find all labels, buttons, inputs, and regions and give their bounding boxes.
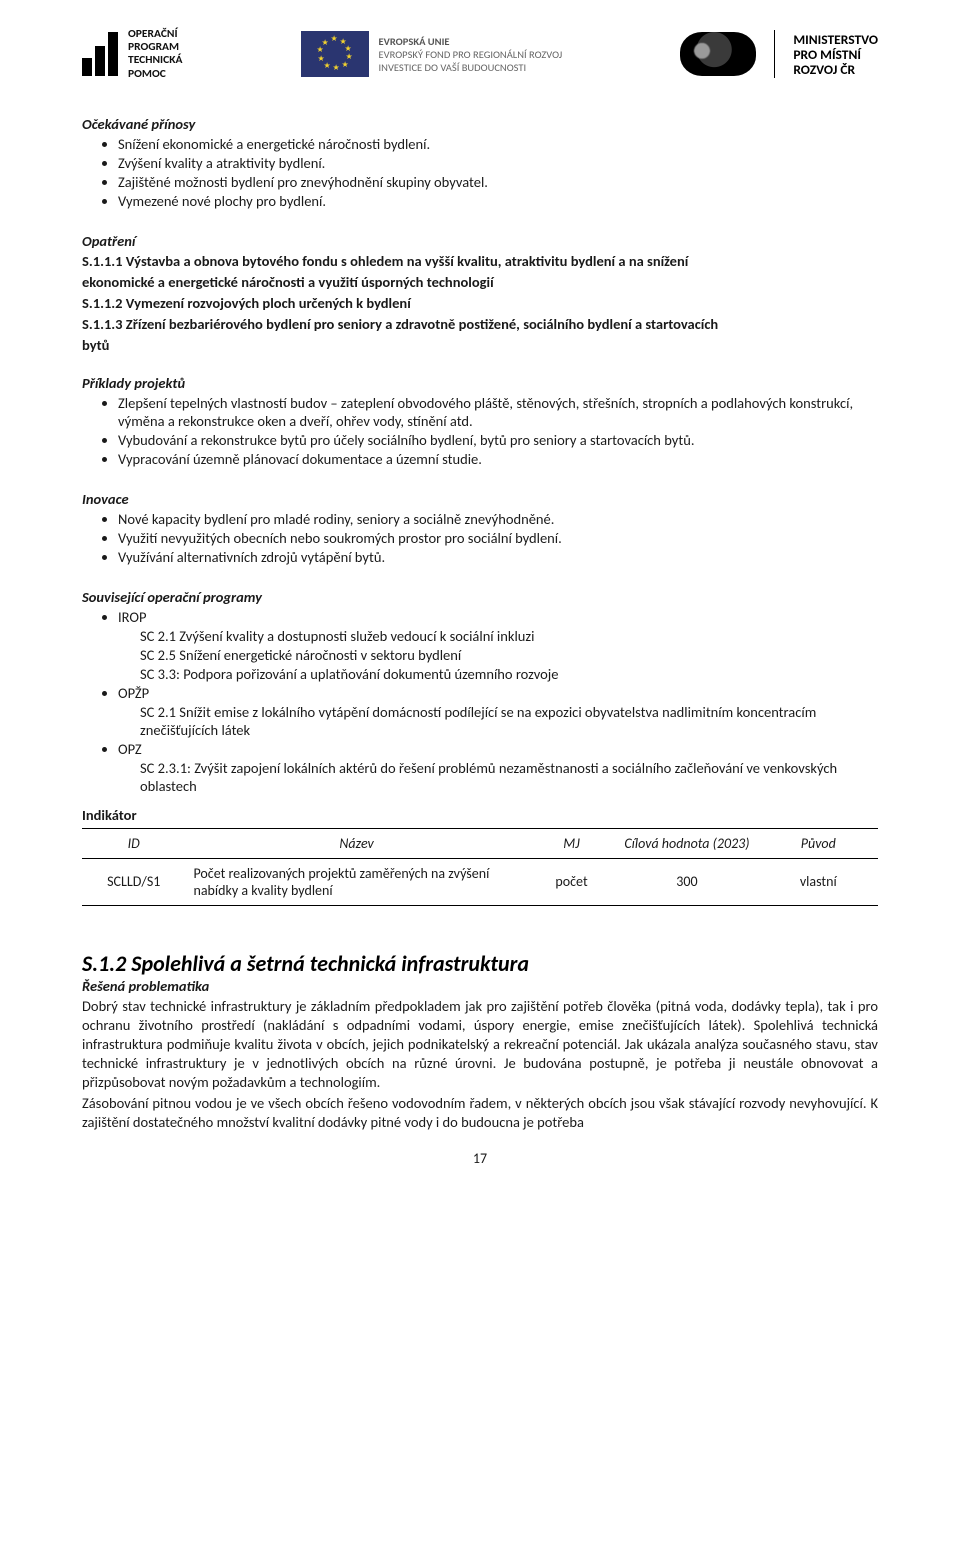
logo-eu: ★ ★ ★ ★ ★ ★ ★ ★ ★ ★ EVROPSKÁ UNIE EVROPS… [301,31,563,77]
measure-111-cont: ekonomické a energetické náročnosti a vy… [82,273,878,292]
prog-name: OPZ [118,740,142,758]
list-item: Zlepšení tepelných vlastností budov – za… [118,394,878,430]
table-row: SCLLD/S1 Počet realizovaných projektů za… [82,858,878,905]
prog-line: SC 2.1 Zvýšení kvality a dostupnosti slu… [140,627,878,645]
optp-l4: POMOC [128,68,182,81]
prog-line: SC 2.3.1: Zvýšit zapojení lokálních akté… [140,759,878,795]
prog-opz: OPZ SC 2.3.1: Zvýšit zapojení lokálních … [118,740,878,795]
prog-line: SC 3.3: Podpora pořizování a uplatňování… [140,665,878,683]
list-programy: IROP SC 2.1 Zvýšení kvality a dostupnost… [82,608,878,795]
cell-ch: 300 [615,858,758,905]
measure-111: S.1.1.1 Výstavba a obnova bytového fondu… [82,252,878,271]
list-item: Nové kapacity bydlení pro mladé rodiny, … [118,510,878,528]
measure-113-cont: bytů [82,336,878,355]
prog-lines: SC 2.1 Snížit emise z lokálního vytápění… [118,703,878,739]
para-problematika-1: Dobrý stav technické infrastruktury je z… [82,997,878,1093]
col-puvod: Původ [759,828,878,858]
heading-problematika: Řešená problematika [82,977,878,995]
logo-mmr: MINISTERSTVO PRO MÍSTNÍ ROZVOJ ČR [680,30,878,78]
header-strip: OPERAČNÍ PROGRAM TECHNICKÁ POMOC ★ ★ ★ ★… [82,28,878,81]
logo-optp: OPERAČNÍ PROGRAM TECHNICKÁ POMOC [82,28,182,81]
measure-113: S.1.1.3 Zřízení bezbariérového bydlení p… [82,315,878,334]
heading-priklady: Příklady projektů [82,374,878,392]
prog-name: OPŽP [118,684,149,702]
page: OPERAČNÍ PROGRAM TECHNICKÁ POMOC ★ ★ ★ ★… [0,0,960,1187]
list-priklady: Zlepšení tepelných vlastností budov – za… [82,394,878,468]
col-mj: MJ [528,828,616,858]
optp-l3: TECHNICKÁ [128,54,182,67]
list-item: Snížení ekonomické a energetické náročno… [118,135,878,153]
list-item: Zvýšení kvality a atraktivity bydlení. [118,154,878,172]
heading-inovace: Inovace [82,490,878,508]
prog-opzp: OPŽP SC 2.1 Snížit emise z lokálního vyt… [118,684,878,739]
optp-bars-icon [82,32,118,76]
mmr-l3: ROZVOJ ČR [793,62,878,77]
optp-text: OPERAČNÍ PROGRAM TECHNICKÁ POMOC [128,28,182,81]
h2-s12: S.1.2 Spolehlivá a šetrná technická infr… [82,950,878,977]
cell-id: SCLLD/S1 [82,858,185,905]
para-problematika-2: Zásobování pitnou vodou je ve všech obcí… [82,1094,878,1132]
list-item: Využívání alternativních zdrojů vytápění… [118,548,878,566]
prog-lines: SC 2.3.1: Zvýšit zapojení lokálních akté… [118,759,878,795]
heading-indikator: Indikátor [82,806,878,824]
prog-line: SC 2.1 Snížit emise z lokálního vytápění… [140,703,878,739]
table-row: ID Název MJ Cílová hodnota (2023) Původ [82,828,878,858]
list-item: Vymezené nové plochy pro bydlení. [118,192,878,210]
mmr-l1: MINISTERSTVO [793,32,878,47]
heading-ocekavane: Očekávané přínosy [82,115,878,133]
eu-t1: EVROPSKÁ UNIE [379,35,563,48]
prog-lines: SC 2.1 Zvýšení kvality a dostupnosti slu… [118,627,878,683]
eu-t3: INVESTICE DO VAŠÍ BUDOUCNOSTI [379,61,563,74]
page-number: 17 [82,1150,878,1167]
col-nazev: Název [185,828,527,858]
lion-icon [680,32,756,76]
eu-t2: EVROPSKÝ FOND PRO REGIONÁLNÍ ROZVOJ [379,48,563,61]
eu-text: EVROPSKÁ UNIE EVROPSKÝ FOND PRO REGIONÁL… [379,35,563,74]
cell-mj: počet [528,858,616,905]
mmr-l2: PRO MÍSTNÍ [793,47,878,62]
list-inovace: Nové kapacity bydlení pro mladé rodiny, … [82,510,878,566]
divider-icon [774,30,775,78]
eu-flag-icon: ★ ★ ★ ★ ★ ★ ★ ★ ★ ★ [301,31,369,77]
mmr-text: MINISTERSTVO PRO MÍSTNÍ ROZVOJ ČR [793,32,878,77]
prog-name: IROP [118,608,146,626]
cell-puvod: vlastní [759,858,878,905]
indikator-table: ID Název MJ Cílová hodnota (2023) Původ … [82,828,878,906]
col-id: ID [82,828,185,858]
measure-112: S.1.1.2 Vymezení rozvojových ploch určen… [82,294,878,313]
col-ch: Cílová hodnota (2023) [615,828,758,858]
prog-irop: IROP SC 2.1 Zvýšení kvality a dostupnost… [118,608,878,683]
cell-nazev: Počet realizovaných projektů zaměřených … [185,858,527,905]
prog-line: SC 2.5 Snížení energetické náročnosti v … [140,646,878,664]
heading-opatreni: Opatření [82,232,878,250]
heading-programy: Související operační programy [82,588,878,606]
list-item: Vypracování územně plánovací dokumentace… [118,450,878,468]
list-ocekavane: Snížení ekonomické a energetické náročno… [82,135,878,210]
list-item: Využití nevyužitých obecních nebo soukro… [118,529,878,547]
list-item: Vybudování a rekonstrukce bytů pro účely… [118,431,878,449]
list-item: Zajištěné možnosti bydlení pro znevýhodn… [118,173,878,191]
